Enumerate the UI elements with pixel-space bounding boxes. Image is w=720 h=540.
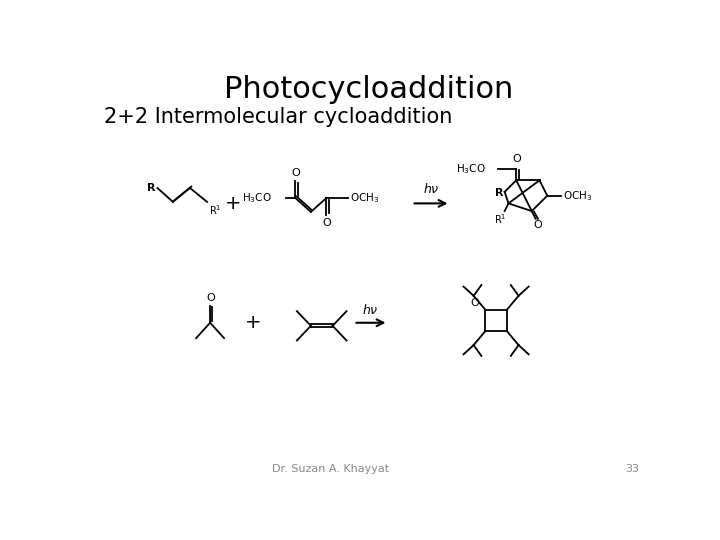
Text: R: R [148,183,156,193]
Text: O: O [470,298,479,308]
Text: O: O [323,218,331,228]
Text: +: + [225,194,242,213]
Text: O: O [207,293,215,303]
Text: R$^1$: R$^1$ [209,204,221,217]
Text: Photocycloaddition: Photocycloaddition [225,75,513,104]
Text: 33: 33 [626,464,639,474]
Text: $h\nu$: $h\nu$ [423,183,439,197]
Text: R: R [495,188,503,198]
Text: O: O [534,220,542,231]
Text: R$^1$: R$^1$ [495,213,507,226]
Text: OCH$_3$: OCH$_3$ [563,189,592,202]
Text: H$_3$CO: H$_3$CO [456,162,485,176]
Text: H$_3$CO: H$_3$CO [243,191,272,205]
Text: $h\nu$: $h\nu$ [362,302,379,316]
Text: OCH$_3$: OCH$_3$ [350,191,379,205]
Text: Dr. Suzan A. Khayyat: Dr. Suzan A. Khayyat [271,464,389,474]
Text: O: O [513,154,521,164]
Text: +: + [245,313,261,332]
Text: 2+2 Intermolecular cycloaddition: 2+2 Intermolecular cycloaddition [104,107,452,127]
Text: O: O [292,168,300,178]
